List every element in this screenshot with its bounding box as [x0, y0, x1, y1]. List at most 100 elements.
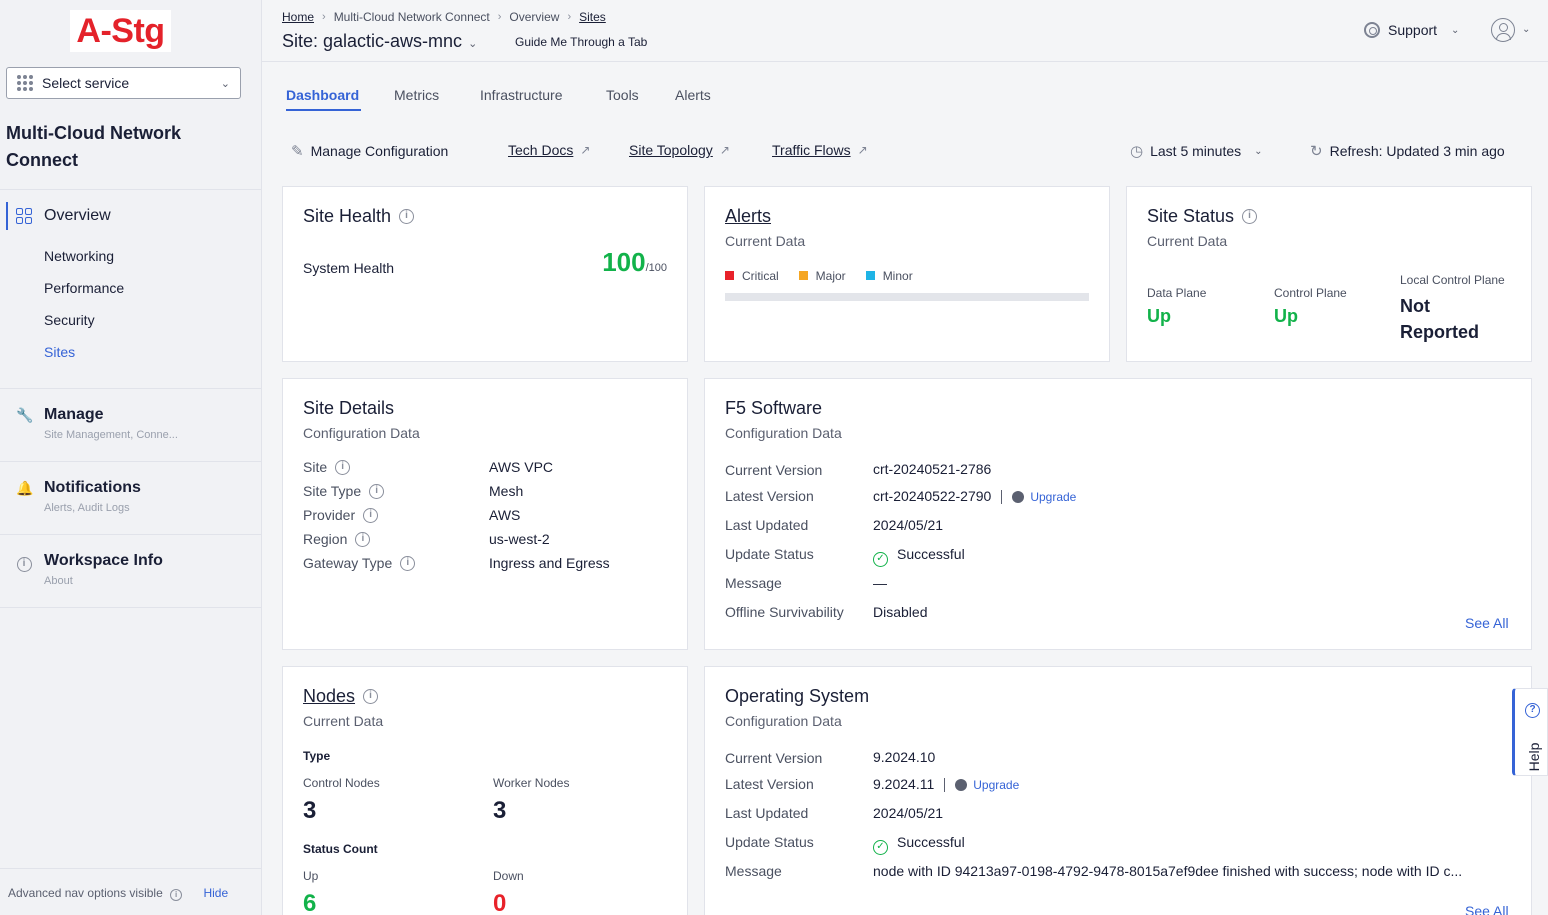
update-status-row: ✓ Successful	[873, 834, 965, 855]
info-icon[interactable]: i	[1242, 209, 1258, 224]
refresh-icon: ↻	[1310, 143, 1323, 160]
breadcrumb-mcn: Multi-Cloud Network Connect	[333, 10, 490, 24]
info-icon[interactable]: i	[363, 507, 379, 523]
chevron-down-icon[interactable]: ⌄	[1522, 24, 1531, 35]
tab-alerts[interactable]: Alerts	[675, 87, 711, 103]
current-version-label: Current Version	[725, 462, 823, 478]
legend-label: Critical	[742, 269, 779, 283]
divider	[0, 189, 262, 190]
page-header: Home › Multi-Cloud Network Connect › Ove…	[262, 0, 1548, 62]
f5-software-card: F5 Software Configuration Data Current V…	[704, 378, 1532, 650]
latest-version-label: Latest Version	[725, 776, 814, 792]
alerts-title-link[interactable]: Alerts	[725, 206, 772, 226]
alerts-card: Alerts Current Data Critical Major Minor	[704, 186, 1110, 362]
info-icon[interactable]: i	[170, 889, 183, 901]
info-icon[interactable]: i	[355, 531, 371, 547]
legend-major: Major	[798, 269, 846, 283]
help-tab[interactable]: ? Help	[1512, 688, 1548, 776]
nodes-title-link[interactable]: Nodes	[303, 686, 356, 706]
latest-version-value: crt-20240522-2790	[873, 488, 992, 504]
see-all-link[interactable]: See All	[1465, 903, 1509, 915]
help-label: Help	[1526, 742, 1542, 772]
tech-docs-label: Tech Docs	[508, 142, 574, 158]
sidebar-section-workspace-info[interactable]: i Workspace Info About	[0, 534, 262, 606]
upgrade-link[interactable]: Upgrade	[973, 778, 1020, 792]
lock-icon	[1012, 491, 1025, 504]
card-title: Nodes i	[303, 686, 379, 707]
lock-icon	[955, 779, 968, 792]
current-version-label: Current Version	[725, 750, 823, 766]
refresh-button[interactable]: ↻ Refresh: Updated 3 min ago	[1310, 142, 1505, 160]
last-updated-value: 2024/05/21	[873, 517, 944, 533]
sidebar-item-networking[interactable]: Networking	[44, 248, 115, 264]
upgrade-link[interactable]: Upgrade	[1030, 490, 1077, 504]
data-plane-label: Data Plane	[1147, 286, 1207, 300]
sidebar-item-performance[interactable]: Performance	[44, 280, 125, 296]
tenant-logo[interactable]: A-Stg	[70, 10, 171, 52]
card-subtitle: Configuration Data	[725, 425, 842, 441]
sidebar-footer: Advanced nav options visible i Hide	[0, 868, 262, 915]
site-type-row-value: Mesh	[489, 483, 524, 499]
tab-dashboard[interactable]: Dashboard	[286, 87, 360, 103]
critical-swatch	[725, 271, 734, 280]
info-icon[interactable]: i	[369, 483, 385, 499]
site-topology-link[interactable]: Site Topology ↗	[629, 142, 730, 158]
provider-row-label: Provider i	[303, 507, 379, 523]
select-service-dropdown[interactable]: Select service ⌄	[6, 67, 241, 99]
nodes-card: Nodes i Current Data Type Control Nodes …	[282, 666, 688, 915]
traffic-flows-link[interactable]: Traffic Flows ↗	[772, 142, 868, 158]
info-icon[interactable]: i	[400, 555, 416, 571]
breadcrumb-home[interactable]: Home	[282, 10, 315, 24]
info-icon[interactable]: i	[399, 209, 415, 224]
time-range-dropdown[interactable]: ◷ Last 5 minutes ⌄	[1130, 142, 1263, 160]
card-title: Operating System	[725, 686, 870, 706]
site-selector[interactable]: Site: galactic-aws-mnc ⌄	[282, 31, 477, 52]
manage-configuration-button[interactable]: ✎ Manage Configuration	[291, 142, 448, 160]
row-label: Region	[303, 531, 348, 547]
time-range-label: Last 5 minutes	[1150, 143, 1242, 159]
update-status-value: Successful	[897, 834, 965, 850]
down-value: 0	[493, 890, 507, 915]
control-plane-value: Up	[1274, 306, 1298, 326]
tab-infrastructure[interactable]: Infrastructure	[480, 87, 563, 103]
support-label: Support	[1388, 22, 1438, 38]
control-nodes-value: 3	[303, 797, 317, 824]
update-status-value: Successful	[897, 546, 965, 562]
alerts-legend: Critical Major Minor	[725, 269, 913, 283]
card-subtitle: Configuration Data	[725, 713, 842, 729]
health-score-max: /100	[645, 262, 667, 274]
guide-me-link[interactable]: Guide Me Through a Tab	[515, 35, 648, 49]
sidebar-item-overview[interactable]: Overview	[0, 200, 262, 232]
hide-nav-link[interactable]: Hide	[203, 886, 229, 900]
tab-tools[interactable]: Tools	[606, 87, 639, 103]
see-all-link[interactable]: See All	[1465, 615, 1509, 631]
message-value: —	[873, 575, 887, 591]
control-plane-label: Control Plane	[1274, 286, 1347, 300]
check-circle-icon: ✓	[873, 552, 888, 567]
user-avatar-icon[interactable]	[1491, 18, 1515, 42]
info-icon[interactable]: i	[335, 459, 351, 475]
bell-icon: 🔔	[16, 480, 34, 496]
tab-metrics[interactable]: Metrics	[394, 87, 440, 103]
sidebar-item-sites[interactable]: Sites	[44, 344, 76, 360]
site-status-title: Site Status	[1147, 206, 1235, 226]
legend-label: Major	[815, 269, 846, 283]
divider	[944, 778, 946, 793]
info-icon[interactable]: i	[363, 689, 379, 704]
site-health-title: Site Health	[303, 206, 392, 226]
lifebuoy-icon	[1364, 22, 1380, 38]
support-menu[interactable]: Support ⌄	[1364, 22, 1459, 38]
sidebar-section-manage[interactable]: 🔧 Manage Site Management, Conne...	[0, 388, 262, 460]
alerts-bar	[725, 293, 1089, 301]
breadcrumb-sites[interactable]: Sites	[579, 10, 606, 24]
sidebar-section-notifications[interactable]: 🔔 Notifications Alerts, Audit Logs	[0, 461, 262, 533]
latest-version-label: Latest Version	[725, 488, 814, 504]
system-health-label: System Health	[303, 260, 395, 276]
row-label: Gateway Type	[303, 555, 393, 571]
clock-icon: ◷	[1130, 143, 1144, 160]
sidebar-item-security[interactable]: Security	[44, 312, 95, 328]
update-status-label: Update Status	[725, 834, 814, 850]
tech-docs-link[interactable]: Tech Docs ↗	[508, 142, 590, 158]
question-icon: ?	[1525, 703, 1540, 718]
section-title: Manage	[44, 406, 104, 423]
